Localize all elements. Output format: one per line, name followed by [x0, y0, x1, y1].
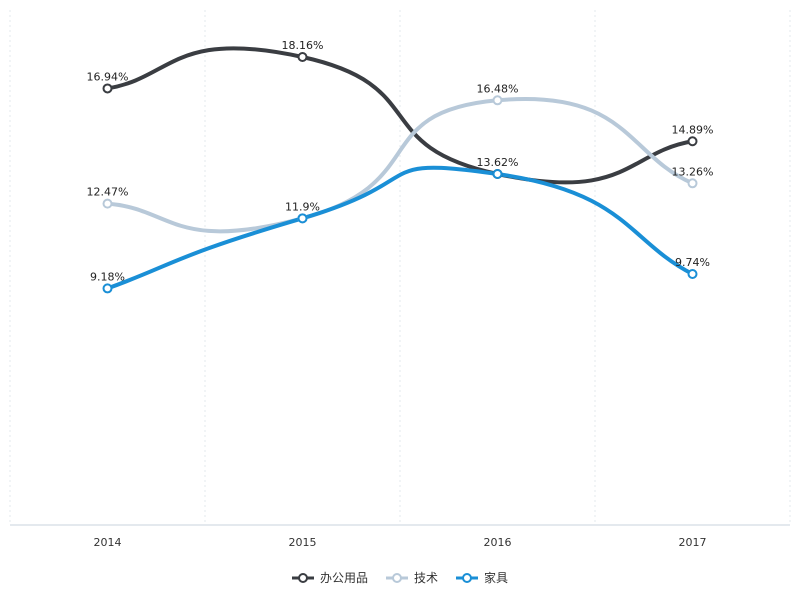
data-label: 11.9% — [285, 200, 320, 213]
data-label: 9.18% — [90, 270, 125, 283]
data-labels: 16.94% 18.16% 13.62% 14.89% 12.47% 11.9% 16.48… — [87, 39, 714, 283]
legend-marker-icon — [392, 573, 402, 583]
data-label: 13.62% — [477, 156, 519, 169]
data-label: 18.16% — [282, 39, 324, 52]
legend-label: 技术 — [414, 571, 438, 585]
x-tick-label: 2016 — [484, 536, 512, 549]
data-label: 9.74% — [675, 256, 710, 269]
legend-label: 家具 — [484, 570, 508, 585]
x-tick-label: 2014 — [94, 536, 122, 549]
data-point[interactable] — [687, 136, 698, 147]
data-point[interactable] — [492, 95, 503, 106]
legend: 办公用品 技术 家具 — [292, 570, 508, 585]
data-point[interactable] — [102, 83, 113, 94]
legend-item[interactable]: 家具 — [456, 570, 508, 585]
x-tick-label: 2017 — [679, 536, 707, 549]
data-point[interactable] — [297, 213, 308, 224]
series-line — [105, 165, 695, 291]
data-point[interactable] — [102, 198, 113, 209]
legend-item[interactable]: 办公用品 — [292, 570, 368, 585]
x-axis-ticks: 2014 2015 2016 2017 — [94, 536, 707, 549]
series-line — [105, 46, 695, 185]
legend-marker-icon — [462, 573, 472, 583]
data-point[interactable] — [687, 268, 698, 279]
data-label: 14.89% — [672, 123, 714, 136]
series-line — [105, 97, 695, 234]
grid-lines — [9, 10, 791, 525]
data-label: 12.47% — [87, 186, 129, 199]
legend-label: 办公用品 — [320, 570, 368, 585]
legend-item[interactable]: 技术 — [386, 571, 438, 585]
data-point[interactable] — [102, 283, 113, 294]
x-tick-label: 2015 — [289, 536, 317, 549]
legend-marker-icon — [298, 573, 308, 583]
data-point[interactable] — [297, 52, 308, 62]
data-label: 16.94% — [87, 70, 129, 83]
series-points — [102, 52, 698, 294]
data-point[interactable] — [687, 178, 698, 189]
data-label: 16.48% — [477, 82, 519, 95]
data-label: 13.26% — [672, 165, 714, 178]
data-point[interactable] — [492, 169, 503, 179]
series-lines — [105, 46, 695, 291]
